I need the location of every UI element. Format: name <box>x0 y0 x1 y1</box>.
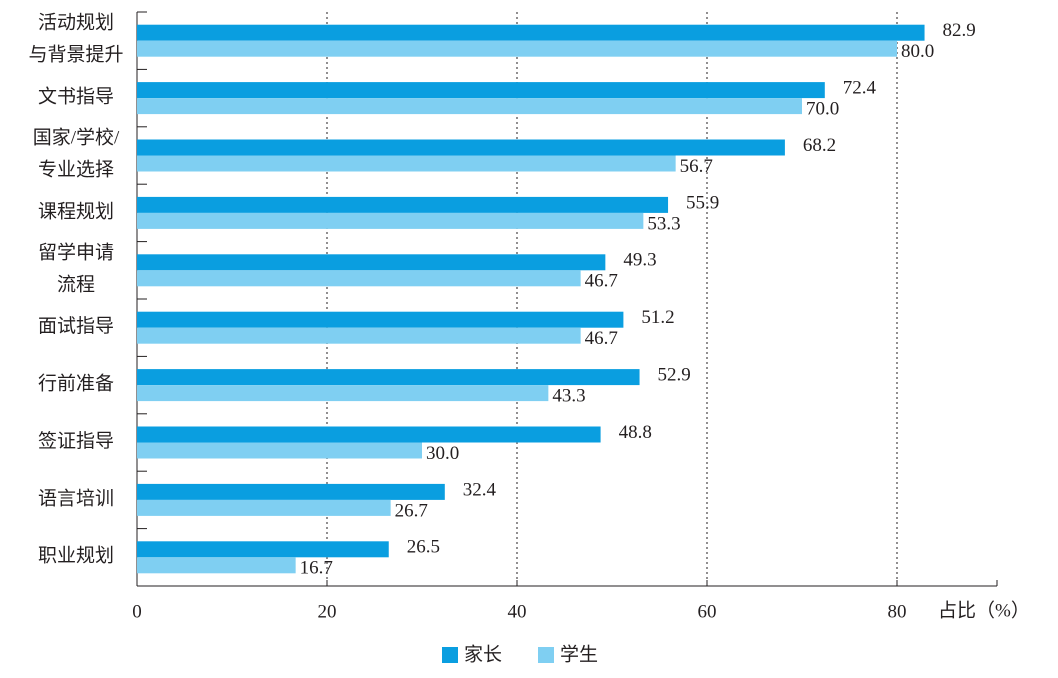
value-label: 48.8 <box>619 422 652 443</box>
value-label: 46.7 <box>585 328 618 349</box>
bar <box>137 369 640 386</box>
x-tick-label: 80 <box>888 601 907 622</box>
value-label: 46.7 <box>585 271 618 292</box>
value-label: 30.0 <box>426 443 459 464</box>
bar <box>137 385 549 402</box>
value-label: 16.7 <box>300 558 333 579</box>
value-label: 56.7 <box>680 156 713 177</box>
bar <box>137 254 606 271</box>
bar <box>137 24 925 41</box>
bar <box>137 483 445 500</box>
bar <box>137 311 624 328</box>
x-tick-label: 60 <box>698 601 717 622</box>
bar <box>137 82 825 99</box>
value-label: 70.0 <box>806 98 839 119</box>
bar <box>137 442 422 459</box>
y-tick-label: 职业规划 <box>38 545 114 567</box>
y-tick-label: 语言培训 <box>38 487 114 509</box>
bar <box>137 557 296 574</box>
x-tick-label: 20 <box>318 601 337 622</box>
bar <box>137 499 391 516</box>
value-label: 82.9 <box>943 20 976 41</box>
value-label: 43.3 <box>552 385 585 406</box>
value-label: 53.3 <box>647 213 680 234</box>
value-label: 68.2 <box>803 135 836 156</box>
y-tick-label: 文书指导 <box>38 85 114 107</box>
legend-label: 学生 <box>560 643 598 665</box>
legend-swatch <box>538 647 554 663</box>
bar <box>137 40 897 57</box>
x-tick-label: 0 <box>132 601 142 622</box>
bar <box>137 155 676 172</box>
value-label: 32.4 <box>463 479 497 500</box>
value-label: 49.3 <box>623 250 656 271</box>
value-label: 26.5 <box>407 537 440 558</box>
x-tick-label: 40 <box>508 601 527 622</box>
bar <box>137 541 389 558</box>
bar <box>137 139 785 156</box>
value-label: 51.2 <box>641 307 674 328</box>
bar <box>137 98 802 115</box>
legend-swatch <box>442 647 458 663</box>
value-label: 26.7 <box>395 500 428 521</box>
y-tick-label: 签证指导 <box>38 430 114 452</box>
y-tick-label: 行前准备 <box>38 372 114 394</box>
y-tick-label: 国家/学校/专业选择 <box>33 127 120 181</box>
x-axis-label: 占比（%） <box>938 599 1030 621</box>
y-tick-label: 留学申请流程 <box>38 242 114 296</box>
value-label: 55.9 <box>686 192 719 213</box>
bar <box>137 426 601 443</box>
bar <box>137 196 669 213</box>
value-label: 72.4 <box>843 77 877 98</box>
value-label: 80.0 <box>901 41 934 62</box>
y-tick-label: 活动规划与背景提升 <box>28 12 123 66</box>
bar <box>137 270 581 287</box>
value-label: 52.9 <box>658 364 691 385</box>
y-tick-label: 面试指导 <box>38 315 114 337</box>
bar <box>137 212 644 229</box>
y-tick-label: 课程规划 <box>38 200 114 222</box>
legend-label: 家长 <box>464 643 502 665</box>
bar <box>137 327 581 344</box>
